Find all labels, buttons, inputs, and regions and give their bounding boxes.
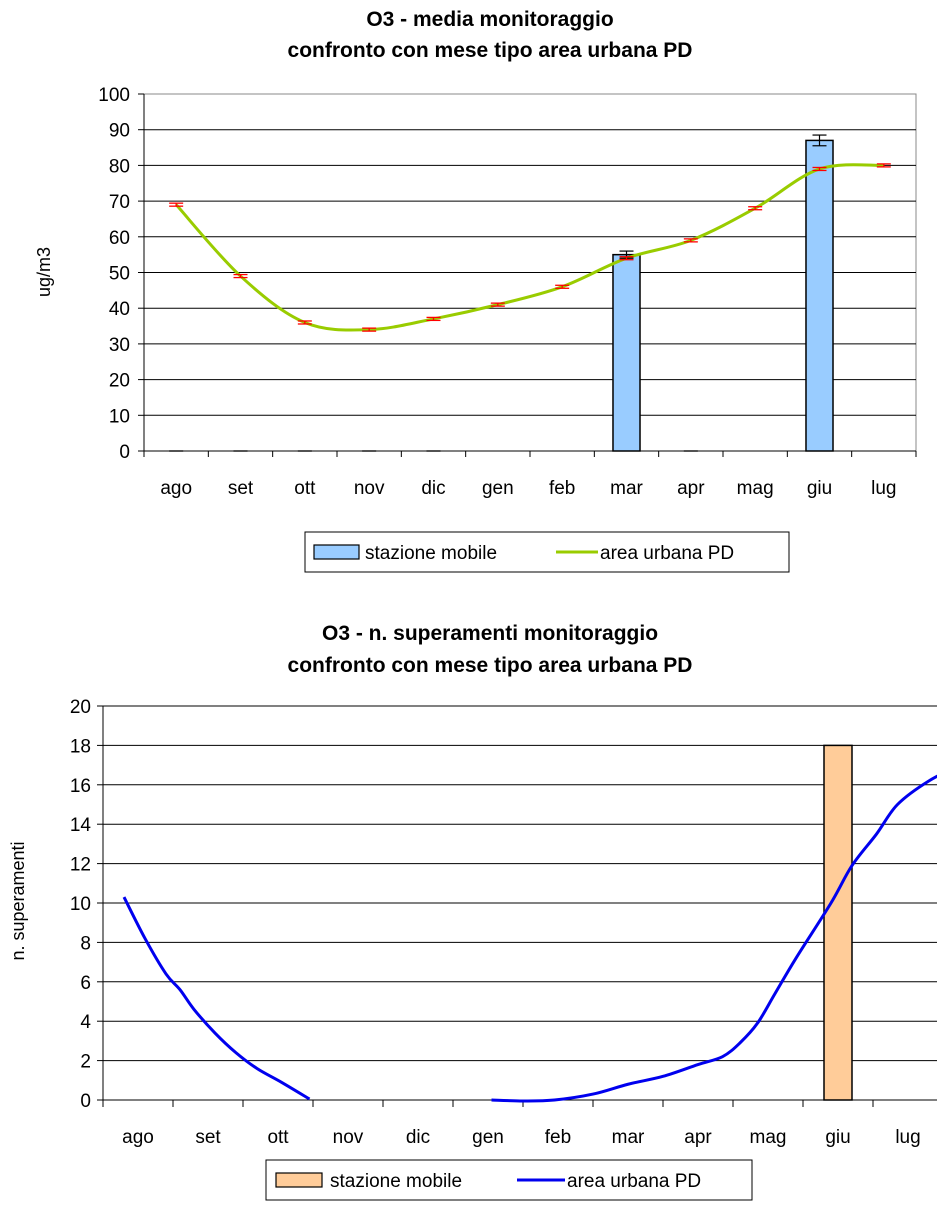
chart2-x-ticks: ago set ott nov dic gen feb mar apr mag giu lug xyxy=(102,1100,921,1148)
chart2-legend-box xyxy=(265,1159,753,1201)
chart1-error-bars xyxy=(169,134,891,452)
chart1-x-tick-label: set xyxy=(228,478,254,499)
chart1-gridlines xyxy=(144,129,916,416)
chart1-y-tick-label: 90 xyxy=(109,121,130,142)
chart1-y-tick-label: 10 xyxy=(109,406,130,427)
chart1-legend-bar-label: stazione mobile xyxy=(365,543,497,564)
chart2-y-tick-label: 0 xyxy=(80,1091,91,1112)
chart1-line xyxy=(175,163,884,332)
chart1-title-line1: O3 - media monitoraggio xyxy=(366,8,613,31)
chart1-x-tick-label: apr xyxy=(677,478,705,499)
chart1-x-tick-label: nov xyxy=(354,478,385,499)
chart1-ylabel: ug/m3 xyxy=(34,247,54,297)
chart2-y-tick-label: 2 xyxy=(80,1052,91,1073)
chart2-x-tick-label: ago xyxy=(122,1127,154,1148)
chart2-x-tick-label: nov xyxy=(333,1127,364,1148)
chart2-legend-bar-label: stazione mobile xyxy=(330,1171,462,1192)
chart1-x-tick-label: ago xyxy=(160,478,192,499)
chart1-legend-line-label: area urbana PD xyxy=(600,543,734,564)
chart1-y-tick-label: 0 xyxy=(119,442,130,463)
chart1-x-tick-label: mag xyxy=(737,478,774,499)
chart1-x-tick-label: ott xyxy=(294,478,316,499)
chart1-bars xyxy=(612,139,834,452)
chart1-y-tick-label: 70 xyxy=(109,192,130,213)
chart2-legend-line-label: area urbana PD xyxy=(567,1171,701,1192)
chart2-bar xyxy=(823,744,853,1101)
chart1: O3 - media monitoraggio confronto con me… xyxy=(34,8,917,573)
chart2: O3 - n. superamenti monitoraggio confron… xyxy=(8,622,937,1201)
chart2-y-tick-label: 20 xyxy=(70,697,91,718)
chart2-x-tick-label: set xyxy=(195,1127,221,1148)
chart1-bar xyxy=(612,253,641,452)
chart1-x-tick-label: giu xyxy=(807,478,832,499)
chart2-y-tick-label: 4 xyxy=(80,1012,91,1033)
chart2-title-line2: confronto con mese tipo area urbana PD xyxy=(288,654,693,677)
chart2-legend-bar-swatch xyxy=(275,1172,323,1188)
chart1-y-tick-label: 80 xyxy=(109,156,130,177)
chart1-bar xyxy=(805,139,834,452)
chart1-legend-bar-swatch xyxy=(313,544,360,560)
chart1-line-series xyxy=(175,163,884,332)
chart1-title-line2: confronto con mese tipo area urbana PD xyxy=(288,39,693,62)
chart2-x-tick-label: lug xyxy=(895,1127,920,1148)
chart2-x-tick-label: giu xyxy=(825,1127,850,1148)
chart1-x-tick-label: mar xyxy=(610,478,643,499)
chart2-ylabel: n. superamenti xyxy=(8,841,28,960)
chart2-y-tick-label: 10 xyxy=(70,894,91,915)
chart2-line-series xyxy=(491,774,937,1103)
chart2-y-tick-label: 16 xyxy=(70,776,91,797)
chart2-y-tick-label: 14 xyxy=(70,815,92,836)
chart2-x-tick-label: gen xyxy=(472,1127,504,1148)
chart2-line-series xyxy=(122,896,311,1101)
chart1-y-ticks: 0 10 20 30 40 50 60 70 80 90 100 xyxy=(98,85,916,463)
chart1-x-tick-label: lug xyxy=(871,478,896,499)
chart1-y-tick-label: 60 xyxy=(109,228,130,249)
chart2-x-tick-label: dic xyxy=(406,1127,430,1148)
chart2-y-tick-label: 6 xyxy=(80,973,91,994)
chart1-x-tick-label: dic xyxy=(421,478,445,499)
chart2-x-tick-label: ott xyxy=(267,1127,289,1148)
chart2-y-ticks: 0 2 4 6 8 10 12 14 16 18 20 xyxy=(70,697,103,1112)
chart1-x-ticks: ago set ott nov dic gen feb mar apr mag giu lug xyxy=(143,451,917,499)
chart2-y-tick-label: 8 xyxy=(80,933,91,954)
chart1-y-tick-label: 40 xyxy=(109,299,130,320)
chart2-bars xyxy=(823,744,853,1101)
chart2-y-tick-label: 12 xyxy=(70,855,91,876)
chart2-line xyxy=(122,774,937,1103)
chart2-x-tick-label: apr xyxy=(684,1127,712,1148)
chart1-legend: stazione mobile area urbana PD xyxy=(304,531,790,573)
chart1-y-tick-label: 50 xyxy=(109,264,130,285)
chart1-y-tick-label: 100 xyxy=(98,85,130,106)
chart2-x-tick-label: mag xyxy=(750,1127,787,1148)
chart2-title-line1: O3 - n. superamenti monitoraggio xyxy=(322,622,658,645)
chart1-x-tick-label: gen xyxy=(482,478,514,499)
chart2-gridlines xyxy=(103,705,937,1062)
chart1-y-tick-label: 20 xyxy=(109,371,130,392)
chart1-y-tick-label: 30 xyxy=(109,335,130,356)
chart2-x-tick-label: feb xyxy=(545,1127,571,1148)
chart1-legend-box xyxy=(304,531,790,573)
chart2-legend: stazione mobile area urbana PD xyxy=(265,1159,753,1201)
chart1-x-tick-label: feb xyxy=(549,478,575,499)
chart2-y-tick-label: 18 xyxy=(70,736,91,757)
chart2-x-tick-label: mar xyxy=(612,1127,645,1148)
